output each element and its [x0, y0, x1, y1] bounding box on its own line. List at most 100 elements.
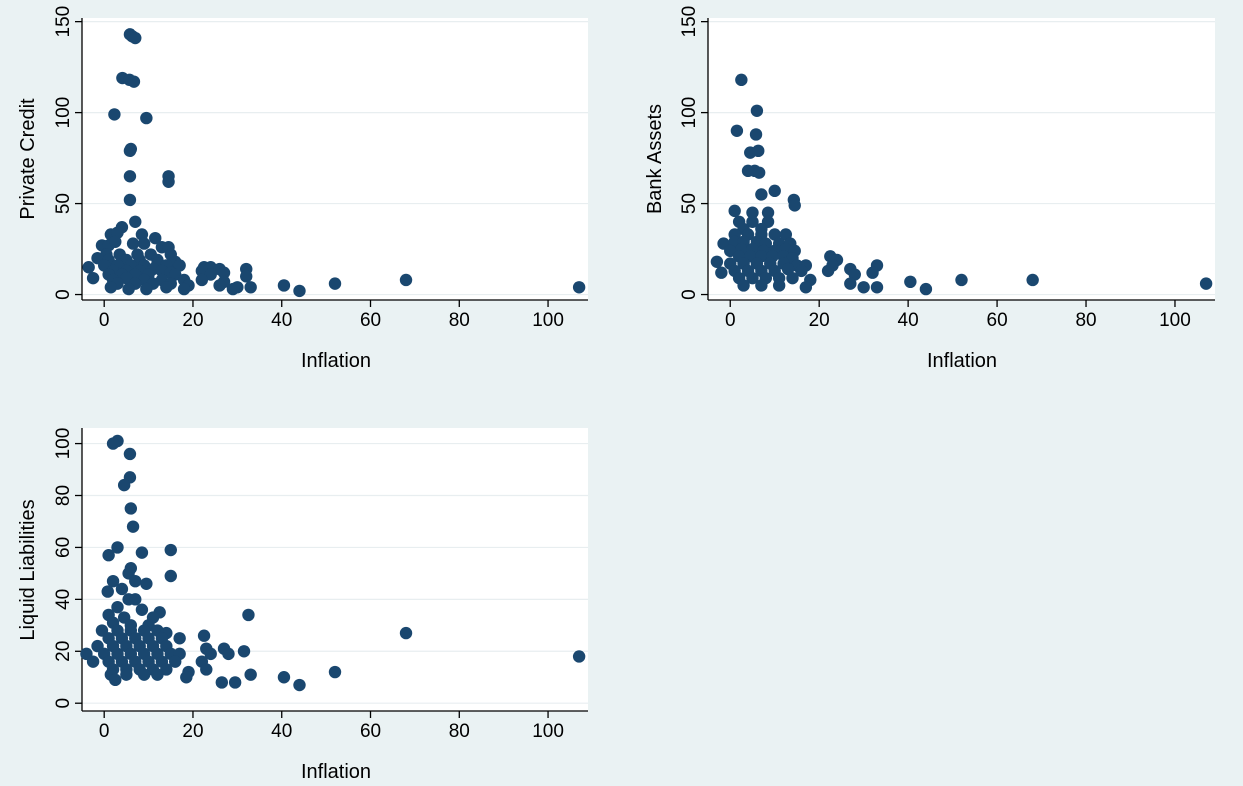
data-point — [293, 678, 306, 692]
data-point — [137, 668, 151, 681]
data-point — [197, 629, 211, 642]
y-axis-title: Private Credit — [17, 98, 39, 220]
data-point — [799, 281, 813, 294]
scatter-points — [80, 434, 586, 692]
data-point — [82, 261, 95, 274]
data-point — [122, 282, 135, 296]
data-point — [180, 671, 193, 684]
data-point — [857, 281, 870, 294]
data-point — [126, 237, 140, 250]
panel-bank-assets: 0 50 100 150 0 20 40 60 80 100 Inflation Bank Ass… — [644, 6, 1215, 372]
data-point — [151, 668, 164, 681]
x-tick-label: 80 — [449, 310, 470, 331]
data-point — [102, 549, 115, 562]
data-point — [120, 668, 133, 681]
data-point — [741, 164, 755, 178]
axis-ticks: 0 50 100 150 0 20 40 60 80 100 — [53, 6, 564, 331]
data-point — [106, 574, 120, 588]
data-point — [242, 608, 255, 622]
data-point — [123, 144, 137, 158]
data-point — [752, 144, 765, 158]
data-point — [213, 279, 226, 292]
panel-liquid-liabilities: 0 20 40 60 80 100 0 20 40 60 80 100 Inflation Liqui… — [17, 428, 588, 783]
data-point — [173, 632, 186, 645]
data-point — [277, 671, 291, 684]
x-tick-label: 100 — [532, 310, 564, 331]
data-point — [904, 275, 917, 289]
data-point — [755, 279, 768, 292]
data-point — [728, 204, 741, 218]
data-point — [123, 447, 137, 461]
data-point — [215, 676, 229, 689]
data-point — [140, 282, 153, 296]
data-point — [126, 520, 140, 533]
y-tick-label: 60 — [53, 537, 74, 558]
y-tick-label: 0 — [679, 289, 700, 300]
data-point — [120, 271, 133, 285]
data-point — [768, 184, 781, 198]
data-point — [140, 577, 153, 590]
data-point — [735, 73, 748, 87]
data-point — [328, 665, 342, 679]
data-point — [86, 271, 100, 285]
data-point — [135, 546, 149, 559]
data-point — [104, 281, 118, 294]
data-point — [222, 647, 235, 661]
data-point — [108, 108, 121, 121]
y-tick-label: 20 — [53, 641, 74, 662]
data-point — [137, 237, 151, 250]
data-point — [129, 593, 142, 606]
data-point — [710, 255, 724, 268]
x-tick-label: 0 — [99, 310, 110, 331]
y-tick-label: 50 — [53, 193, 74, 214]
data-point — [101, 585, 114, 598]
data-point — [572, 650, 586, 663]
y-tick-label: 100 — [53, 428, 74, 460]
y-tick-label: 0 — [53, 289, 74, 300]
data-point — [919, 282, 933, 296]
data-point — [328, 277, 342, 290]
data-point — [399, 626, 413, 640]
data-point — [788, 199, 801, 212]
data-point — [293, 284, 306, 298]
data-point — [127, 75, 141, 88]
y-tick-label: 0 — [53, 698, 74, 709]
data-point — [237, 645, 251, 658]
y-tick-label: 50 — [679, 193, 700, 214]
data-point — [117, 478, 131, 492]
data-point — [795, 264, 808, 278]
x-tick-label: 80 — [1075, 310, 1096, 331]
data-point — [129, 574, 142, 588]
data-point — [749, 128, 763, 141]
data-point — [1026, 273, 1039, 287]
data-point — [572, 281, 586, 294]
data-point — [195, 273, 209, 287]
data-point — [200, 663, 213, 676]
y-tick-label: 80 — [53, 485, 74, 506]
x-tick-label: 0 — [99, 721, 110, 742]
data-point — [761, 206, 775, 219]
y-tick-label: 100 — [679, 97, 700, 129]
data-point — [1199, 277, 1213, 290]
data-point — [746, 271, 759, 285]
data-point — [169, 655, 182, 668]
grid-lines — [82, 21, 588, 296]
data-point — [164, 543, 177, 557]
data-point — [217, 266, 231, 279]
axis-ticks: 0 50 100 150 0 20 40 60 80 100 — [679, 6, 1191, 331]
data-point — [124, 502, 138, 515]
data-point — [844, 277, 857, 290]
data-point — [177, 282, 191, 296]
x-axis-title: Inflation — [301, 761, 371, 783]
data-point — [730, 124, 744, 137]
data-point — [399, 273, 413, 287]
x-tick-label: 60 — [360, 310, 381, 331]
data-point — [866, 266, 879, 279]
data-point — [870, 281, 884, 294]
data-point — [226, 282, 240, 296]
y-tick-label: 100 — [53, 97, 74, 129]
data-point — [160, 281, 173, 294]
x-tick-label: 40 — [271, 310, 292, 331]
x-tick-label: 20 — [809, 310, 830, 331]
